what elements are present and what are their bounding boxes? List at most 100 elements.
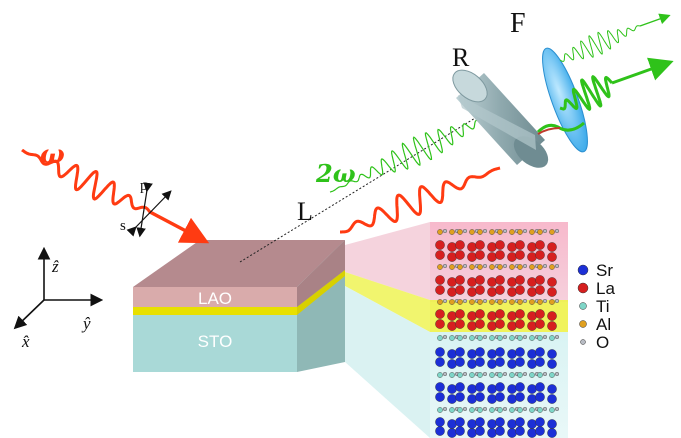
la-atom: [475, 275, 485, 285]
two-omega-label: 2ω: [315, 159, 356, 188]
sr-atom: [547, 428, 557, 438]
la-atom: [507, 287, 517, 297]
ti-atom: [437, 372, 443, 378]
sr-atom: [507, 428, 517, 438]
sr-atom: [435, 392, 445, 402]
retarder-label: R: [452, 43, 470, 72]
sr-atom: [507, 419, 517, 429]
sr-atom: [447, 359, 457, 369]
al-atom: [529, 229, 535, 235]
sr-atom: [435, 417, 445, 427]
sr-atom: [507, 349, 517, 359]
la-atom: [495, 319, 505, 329]
sr-atom: [475, 382, 485, 392]
la-atom: [527, 252, 537, 262]
o-atom: [463, 264, 468, 269]
sr-atom: [467, 359, 477, 369]
la-atom: [547, 242, 557, 252]
la-atom: [467, 252, 477, 262]
la-atom: [435, 319, 445, 329]
sr-atom: [455, 417, 465, 427]
al-atom: [497, 229, 503, 235]
o-atom: [503, 335, 508, 340]
coordinate-axes: ẑ ŷ x̂: [13, 246, 104, 351]
z-axis-label: ẑ: [51, 257, 59, 276]
la-atom: [447, 242, 457, 252]
la-atom: [515, 240, 525, 250]
legend-swatch-la: [577, 282, 589, 294]
o-atom: [555, 228, 560, 233]
al-atom: [457, 299, 463, 305]
sr-atom: [535, 392, 545, 402]
sr-atom: [527, 419, 537, 429]
la-atom: [455, 250, 465, 260]
o-atom: [483, 372, 488, 377]
la-atom: [535, 285, 545, 295]
al-atom: [489, 264, 495, 270]
ti-atom: [537, 372, 543, 378]
la-atom: [435, 275, 445, 285]
o-atom: [523, 372, 528, 377]
sr-atom: [515, 392, 525, 402]
s-polarization-arrow: [136, 182, 153, 238]
sr-atom: [495, 417, 505, 427]
o-atom: [503, 299, 508, 304]
ti-atom: [549, 335, 555, 341]
o-atom: [463, 407, 468, 412]
la-atom: [447, 277, 457, 287]
la-atom: [507, 321, 517, 331]
al-atom: [469, 229, 475, 235]
sample-side-lao: [297, 240, 345, 307]
ti-atom: [537, 335, 543, 341]
o-atom: [523, 335, 528, 340]
la-atom: [475, 250, 485, 260]
la-atom: [487, 277, 497, 287]
o-atom: [555, 335, 560, 340]
la-atom: [447, 252, 457, 262]
al-atom: [537, 264, 543, 270]
zoom-panel: [345, 222, 568, 438]
ti-atom: [437, 407, 443, 413]
reflected-fundamental-wave: [340, 166, 501, 234]
sto-label: STO: [198, 332, 233, 351]
sr-atom: [547, 419, 557, 429]
la-atom: [527, 277, 537, 287]
al-atom: [457, 264, 463, 270]
output-arrow-strong: [611, 57, 674, 85]
lens-label: L: [297, 197, 313, 226]
ti-atom: [469, 335, 475, 341]
sr-atom: [475, 392, 485, 402]
output-arrow-thin: [639, 13, 671, 27]
ti-atom: [477, 335, 483, 341]
sr-atom: [527, 428, 537, 438]
o-atom: [443, 264, 448, 269]
sr-atom: [527, 349, 537, 359]
la-atom: [467, 321, 477, 331]
sr-atom: [447, 419, 457, 429]
ti-atom: [469, 407, 475, 413]
sr-atom: [495, 426, 505, 436]
al-atom: [529, 299, 535, 305]
la-atom: [495, 240, 505, 250]
ti-atom: [457, 335, 463, 341]
la-atom: [435, 240, 445, 250]
sr-atom: [535, 357, 545, 367]
sr-atom: [515, 426, 525, 436]
sr-atom: [455, 357, 465, 367]
ti-atom: [449, 335, 455, 341]
o-atom: [555, 407, 560, 412]
ti-atom: [517, 407, 523, 413]
la-atom: [455, 309, 465, 319]
legend-label-al: Al: [596, 315, 611, 334]
sr-atom: [495, 347, 505, 357]
sr-atom: [447, 428, 457, 438]
la-atom: [495, 275, 505, 285]
o-atom: [483, 299, 488, 304]
la-atom: [515, 285, 525, 295]
sr-atom: [507, 384, 517, 394]
sr-atom: [535, 347, 545, 357]
o-atom: [483, 228, 488, 233]
la-atom: [487, 311, 497, 321]
legend-swatch-o: [580, 339, 586, 345]
ti-atom: [489, 407, 495, 413]
